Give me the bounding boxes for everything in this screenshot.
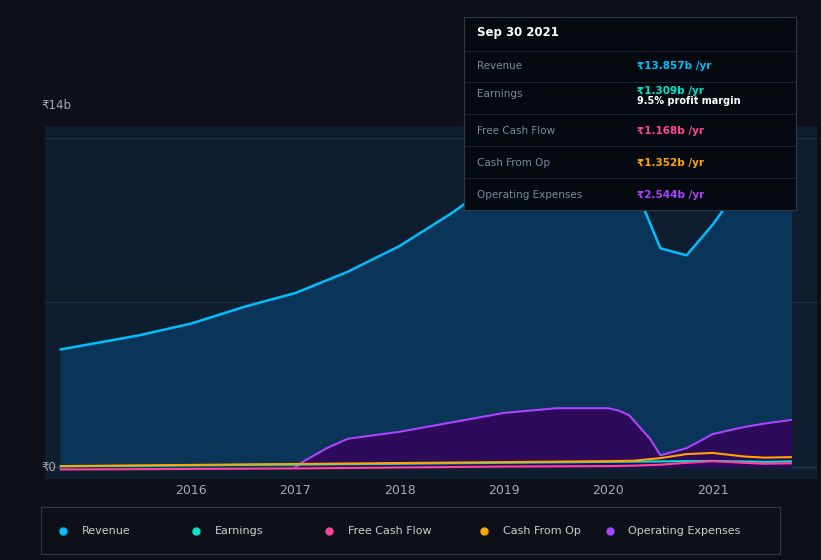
Text: Free Cash Flow: Free Cash Flow bbox=[477, 126, 555, 136]
Text: Revenue: Revenue bbox=[477, 61, 522, 71]
Text: ₹1.352b /yr: ₹1.352b /yr bbox=[637, 158, 704, 167]
Text: Operating Expenses: Operating Expenses bbox=[477, 189, 582, 199]
Text: ₹1.168b /yr: ₹1.168b /yr bbox=[637, 126, 704, 136]
Text: ₹0: ₹0 bbox=[41, 460, 56, 474]
Text: Operating Expenses: Operating Expenses bbox=[629, 526, 741, 535]
Text: 9.5% profit margin: 9.5% profit margin bbox=[637, 96, 741, 106]
Text: Cash From Op: Cash From Op bbox=[477, 158, 550, 167]
Text: Free Cash Flow: Free Cash Flow bbox=[348, 526, 431, 535]
Text: ₹1.309b /yr: ₹1.309b /yr bbox=[637, 86, 704, 96]
Text: Earnings: Earnings bbox=[215, 526, 264, 535]
Text: Revenue: Revenue bbox=[82, 526, 131, 535]
Text: ₹14b: ₹14b bbox=[41, 99, 71, 112]
Text: Earnings: Earnings bbox=[477, 89, 523, 99]
Text: Sep 30 2021: Sep 30 2021 bbox=[477, 26, 559, 39]
Text: ₹13.857b /yr: ₹13.857b /yr bbox=[637, 61, 711, 71]
Text: ₹2.544b /yr: ₹2.544b /yr bbox=[637, 189, 704, 199]
Text: Cash From Op: Cash From Op bbox=[502, 526, 580, 535]
